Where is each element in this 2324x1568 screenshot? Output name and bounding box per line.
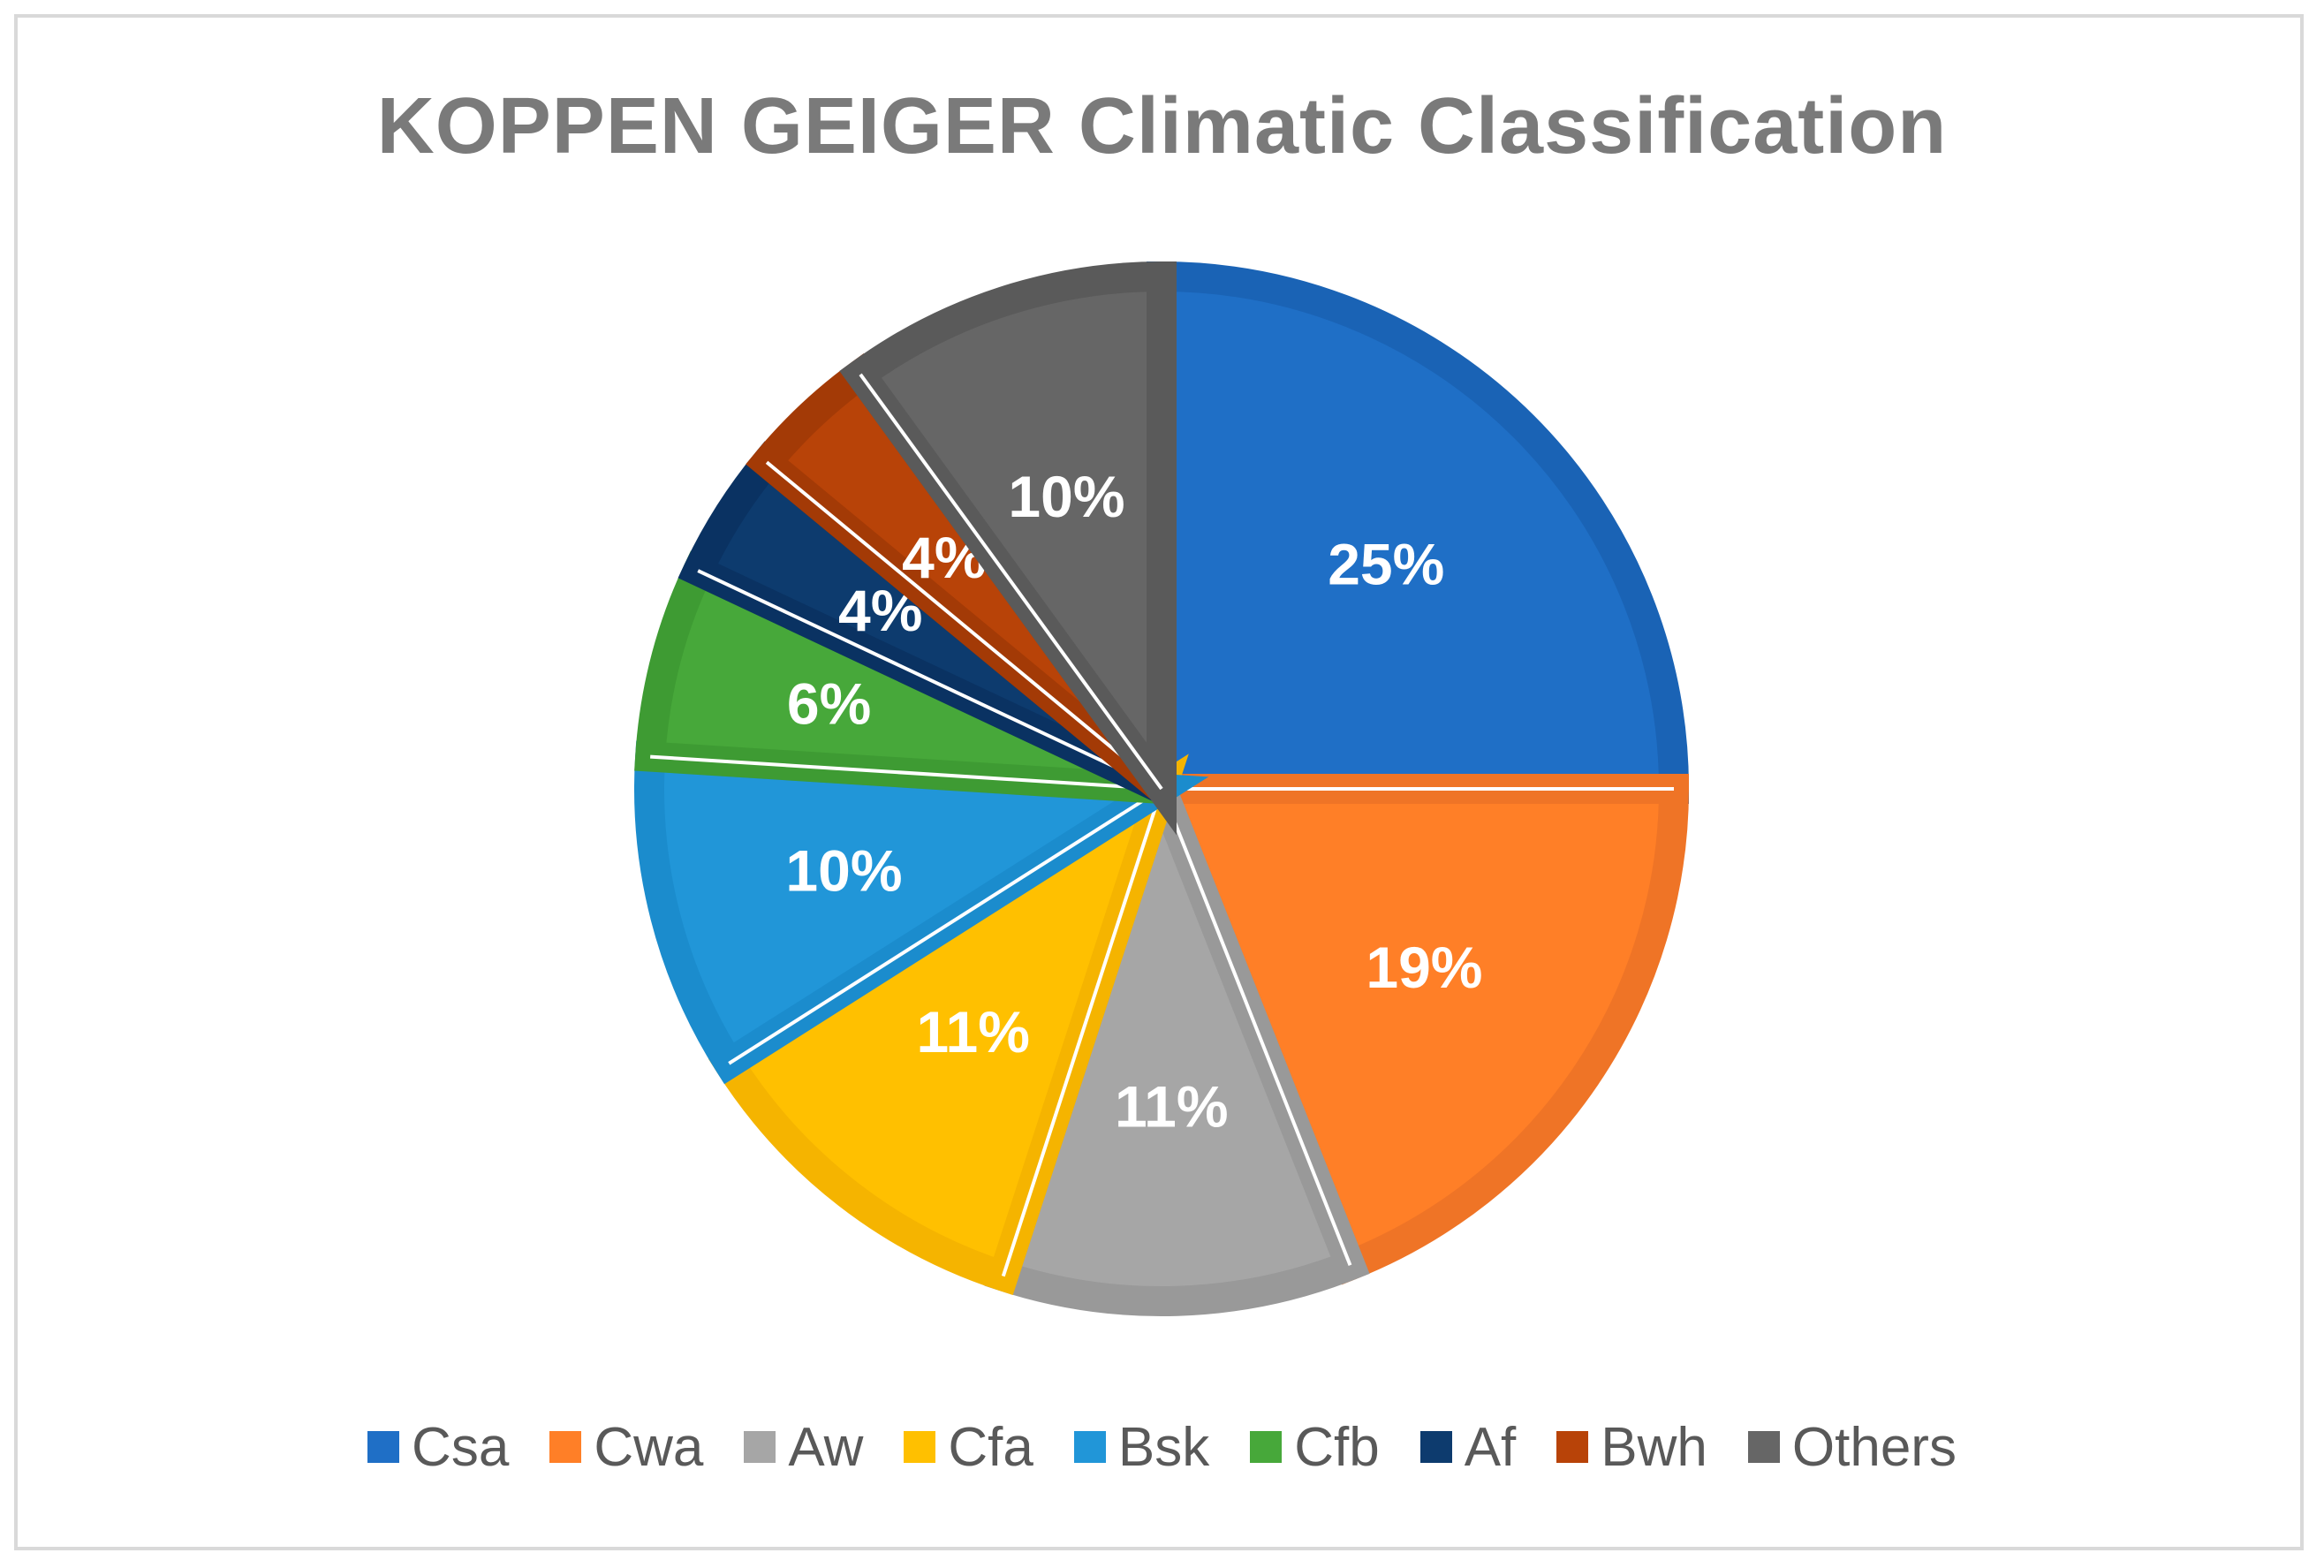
legend-label: Others [1791,1416,1957,1478]
pie-slice-cwa [1139,774,1690,1285]
legend-item-bwh: Bwh [1556,1416,1707,1479]
slice-label-cfa: 11% [916,999,1029,1064]
legend-item-csa: Csa [367,1416,509,1479]
legend-swatch [367,1431,400,1463]
slice-separator [728,787,1163,1065]
legend-label: Cfa [948,1416,1033,1478]
legend-item-bsk: Bsk [1073,1416,1210,1479]
legend-swatch [1747,1431,1780,1463]
legend-label: Bwh [1601,1416,1707,1478]
pie-slice-cfa [708,754,1189,1296]
chart-title: KOPPEN GEIGER Climatic Classification [376,82,1948,170]
slice-separator [650,754,1162,791]
legend-label: Aw [788,1416,864,1478]
legend-swatch [1250,1431,1283,1463]
slice-label-aw: 11% [1115,1073,1228,1139]
legend-swatch [904,1431,936,1463]
legend-item-af: Af [1419,1416,1517,1479]
slice-separator [765,460,1163,791]
legend-swatch [1419,1431,1452,1463]
pie-slice-aw [984,744,1370,1316]
legend-label: Cwa [594,1416,704,1478]
legend-swatch [1073,1431,1106,1463]
legend-item-cfa: Cfa [904,1416,1033,1479]
slice-separator [859,373,1163,791]
legend-swatch [549,1431,582,1463]
legend-label: Cfb [1294,1416,1380,1478]
chart-legend: Csa Cwa Aw Cfa Bsk Cfb Af Bwh Others [0,1412,2324,1482]
legend-label: Csa [412,1416,510,1478]
legend-label: Af [1464,1416,1517,1478]
slice-separator [1001,788,1163,1277]
slice-separator [1160,788,1352,1267]
legend-item-aw: Aw [744,1416,863,1479]
legend-item-cfb: Cfb [1250,1416,1380,1479]
slice-label-others: 10% [1008,464,1124,529]
slice-label-csa: 25% [1328,532,1444,597]
legend-swatch [744,1431,776,1463]
legend-item-others: Others [1747,1416,1957,1479]
legend-label: Bsk [1117,1416,1210,1478]
slice-label-cfb: 6% [787,670,871,736]
pie-slice-csa [1147,261,1690,804]
legend-swatch [1556,1431,1589,1463]
slice-label-cwa: 19% [1366,935,1482,1000]
slice-label-bsk: 10% [785,837,902,903]
pie-slice-bsk [634,740,1209,1085]
pie-slice-others [839,261,1177,836]
legend-item-cwa: Cwa [549,1416,703,1479]
